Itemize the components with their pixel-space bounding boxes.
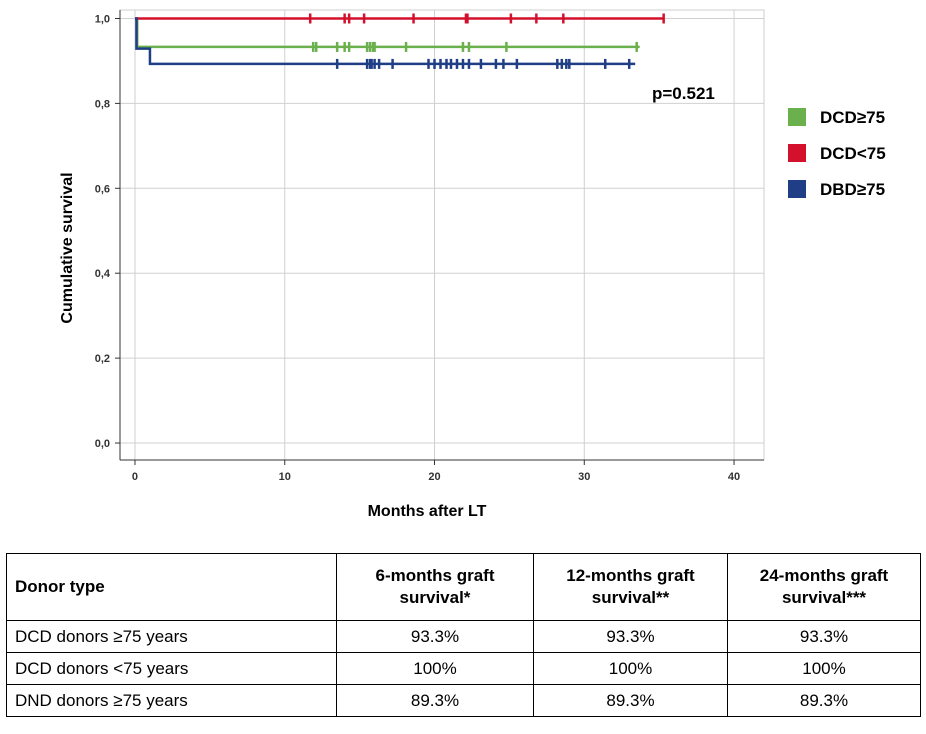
y-tick-label: 0,4 bbox=[95, 268, 111, 280]
table-cell: 93.3% bbox=[533, 620, 728, 653]
y-tick-label: 0,8 bbox=[95, 98, 110, 110]
y-tick-label: 0,6 bbox=[95, 183, 110, 195]
table-cell: 100% bbox=[533, 652, 728, 685]
x-tick-label: 0 bbox=[132, 471, 138, 483]
table-cell: 100% bbox=[727, 652, 921, 685]
table-row: DND donors ≥75 years 89.3% 89.3% 89.3% bbox=[6, 684, 921, 717]
x-tick-label: 30 bbox=[578, 471, 590, 483]
table-cell: 89.3% bbox=[533, 684, 728, 717]
x-tick-label: 10 bbox=[279, 471, 291, 483]
table-body: DCD donors ≥75 years 93.3% 93.3% 93.3% DCD d… bbox=[6, 620, 921, 717]
legend-swatch bbox=[788, 108, 806, 126]
table-cell: DCD donors <75 years bbox=[6, 652, 337, 685]
series-layer bbox=[134, 13, 665, 69]
table-cell: DND donors ≥75 years bbox=[6, 684, 337, 717]
table-cell: 93.3% bbox=[336, 620, 534, 653]
grid-lines bbox=[120, 10, 764, 460]
table-cell: 89.3% bbox=[336, 684, 534, 717]
table-header-row: Donor type 6-months graft survival* 12-mont… bbox=[6, 553, 921, 621]
y-axis-title: Cumulative survival bbox=[59, 172, 76, 323]
series-DCD<75 bbox=[134, 13, 665, 24]
y-tick-label: 0,2 bbox=[95, 353, 110, 365]
x-tick-label: 40 bbox=[728, 471, 740, 483]
legend: DCD≥75 DCD<75 DBD≥75 bbox=[788, 108, 886, 199]
axis-ticks: 0 10 20 30 40 0,0 0,2 0,4 0,6 0,8 1,0 bbox=[95, 13, 740, 483]
series-DBD≥75 bbox=[134, 17, 636, 69]
table-row: DCD donors ≥75 years 93.3% 93.3% 93.3% bbox=[6, 620, 921, 653]
legend-label: DCD<75 bbox=[820, 144, 886, 163]
table-header-cell: 6-months graft survival* bbox=[336, 553, 534, 621]
table-cell: 93.3% bbox=[727, 620, 921, 653]
graft-survival-table-wrapper: Donor type 6-months graft survival* 12-mont… bbox=[6, 553, 921, 717]
table-header-cell: Donor type bbox=[6, 553, 337, 621]
legend-swatch bbox=[788, 144, 806, 162]
table-cell: 100% bbox=[336, 652, 534, 685]
survival-chart: 0 10 20 30 40 0,0 0,2 0,4 0,6 0,8 1,0 p=0.521 Cumu… bbox=[59, 9, 886, 520]
x-tick-label: 20 bbox=[428, 471, 440, 483]
survival-curve-line bbox=[134, 17, 636, 66]
table-cell: DCD donors ≥75 years bbox=[6, 620, 337, 653]
legend-swatch bbox=[788, 180, 806, 198]
plot-area-border bbox=[119, 9, 765, 461]
table-row: DCD donors <75 years 100% 100% 100% bbox=[6, 652, 921, 685]
table-header-cell: 12-months graft survival** bbox=[533, 553, 728, 621]
series-DCD≥75 bbox=[134, 17, 640, 52]
y-tick-label: 1,0 bbox=[95, 13, 110, 25]
legend-label: DBD≥75 bbox=[820, 180, 885, 199]
table-header-cell: 24-months graft survival*** bbox=[727, 553, 921, 621]
graft-survival-table: Donor type 6-months graft survival* 12-mont… bbox=[6, 553, 921, 717]
x-axis-title: Months after LT bbox=[368, 503, 487, 520]
p-value-annotation: p=0.521 bbox=[652, 84, 715, 103]
y-tick-label: 0,0 bbox=[95, 438, 110, 450]
legend-label: DCD≥75 bbox=[820, 108, 885, 127]
table-cell: 89.3% bbox=[727, 684, 921, 717]
